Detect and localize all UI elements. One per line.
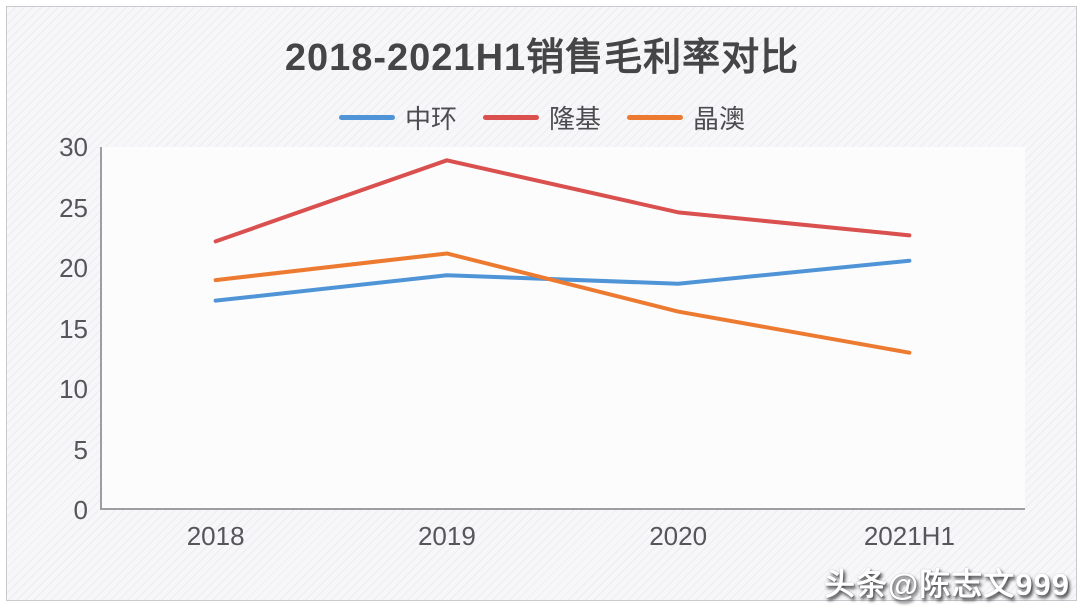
legend: 中环 隆基 晶澳 [0,99,1084,136]
y-tick-label: 25 [59,192,88,223]
x-tick-label: 2018 [186,521,245,551]
legend-label: 晶澳 [693,104,746,134]
legend-item-2: 晶澳 [627,99,745,136]
y-tick-label: 15 [59,313,88,344]
y-tick-label: 20 [59,253,88,283]
legend-swatch-icon [338,115,395,120]
y-tick-label: 10 [59,374,88,404]
legend-swatch-icon [482,115,539,120]
y-tick-label: 30 [59,132,88,162]
x-tick-label: 2019 [417,521,476,551]
y-tick-label: 0 [73,495,88,525]
x-tick-label: 2021H1 [863,521,955,551]
legend-swatch-icon [627,115,683,120]
legend-label: 中环 [404,104,457,134]
legend-item-0: 中环 [338,99,457,136]
chart-title: 2018-2021H1销售毛利率对比 [284,37,800,79]
y-tick-label: 5 [73,434,88,465]
x-tick-label: 2020 [649,521,708,551]
legend-item-1: 隆基 [482,99,601,136]
plot-area [100,147,1025,510]
legend-label: 隆基 [548,104,601,134]
watermark: 头条@陈志文999 [824,567,1070,602]
